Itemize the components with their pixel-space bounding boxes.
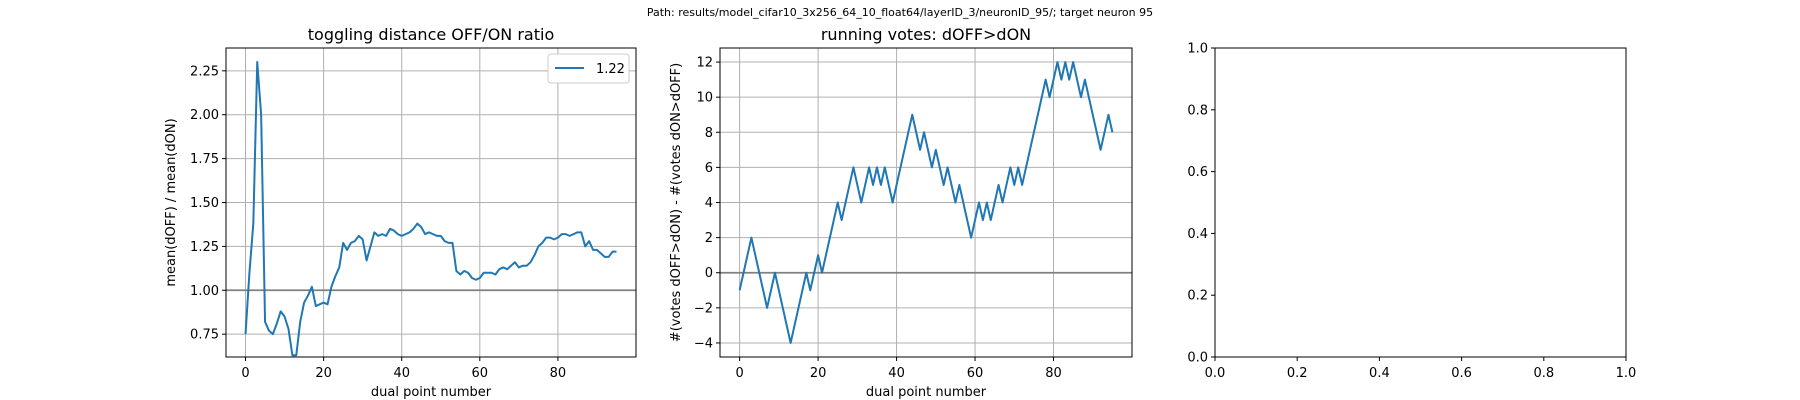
x-tick-label: 80: [1045, 366, 1062, 381]
series-line: [244, 61, 617, 357]
axes-votes-border: [719, 47, 1133, 358]
axes-ratio-ticks: 0 20 40 60 80 0.75 1.00 1.25 1.50 1.75 2.00 2.25: [190, 64, 566, 381]
y-tick-label: 12: [696, 56, 713, 71]
y-tick-label: 6: [705, 161, 713, 176]
series-line: [738, 61, 1114, 344]
legend-entry: 1.22: [596, 62, 625, 77]
x-tick-label: 60: [472, 366, 489, 381]
axes-empty: 0.0 0.2 0.4 0.6 0.8 1.0 0.0 0.2 0.4 0.6 0.8 1.0: [1187, 42, 1636, 382]
y-tick-label: 10: [696, 91, 713, 106]
legend: 1.22: [547, 53, 630, 84]
y-tick-label: −4: [694, 336, 713, 351]
axes-ratio-title: toggling distance OFF/ON ratio: [308, 25, 554, 44]
y-tick-label: 2.25: [190, 64, 219, 79]
x-tick-label: 0.8: [1533, 366, 1554, 381]
axes-votes-ticks: 0 20 40 60 80 −4 −2 0 2 4 6 8 10 12: [694, 56, 1062, 381]
x-tick-label: 0.6: [1451, 366, 1472, 381]
axes-ratio-grid: [226, 48, 636, 357]
x-tick-label: 60: [967, 366, 984, 381]
y-tick-label: 0.6: [1187, 165, 1208, 180]
axes-ratio-ylabel: mean(dOFF) / mean(dON): [164, 118, 179, 286]
y-tick-label: 1.0: [1187, 42, 1208, 57]
y-tick-label: 2: [705, 231, 713, 246]
y-tick-label: 0.75: [190, 328, 219, 343]
y-tick-label: 0.0: [1187, 351, 1208, 366]
axes-ratio-xlabel: dual point number: [371, 385, 492, 400]
x-tick-label: 40: [888, 366, 905, 381]
x-tick-label: 0.0: [1205, 366, 1226, 381]
x-tick-label: 1.0: [1616, 366, 1637, 381]
axes-votes-title: running votes: dOFF>dON: [821, 25, 1031, 44]
y-tick-label: 0: [705, 266, 713, 281]
axes-empty-frame: [1215, 48, 1626, 357]
x-tick-label: 0.2: [1287, 366, 1308, 381]
axes-ratio: 0 20 40 60 80 0.75 1.00 1.25 1.50 1.75 2.00 2.25 to…: [164, 25, 637, 400]
x-tick-label: 20: [315, 366, 332, 381]
axes-empty-border: [1214, 47, 1627, 358]
y-tick-label: 1.75: [190, 152, 219, 167]
y-tick-label: 1.00: [190, 284, 219, 299]
x-tick-label: 80: [550, 366, 567, 381]
axes-votes-xlabel: dual point number: [866, 385, 987, 400]
axes-ratio-plot: [226, 61, 636, 357]
y-tick-label: 4: [705, 196, 713, 211]
x-tick-label: 0: [735, 366, 743, 381]
x-tick-label: 0: [241, 366, 249, 381]
legend-box: [547, 53, 630, 84]
axes-empty-ticks: 0.0 0.2 0.4 0.6 0.8 1.0 0.0 0.2 0.4 0.6 0.8 1.0: [1187, 42, 1636, 382]
axes-ratio-border: [225, 47, 637, 358]
y-tick-label: 1.50: [190, 196, 219, 211]
y-tick-label: 2.00: [190, 108, 219, 123]
axes-votes-ylabel: #(votes dOFF>dON) - #(votes dON>dOFF): [669, 63, 684, 342]
x-tick-label: 0.4: [1369, 366, 1390, 381]
figure-suptitle: Path: results/model_cifar10_3x256_64_10_…: [647, 6, 1153, 19]
y-tick-label: 0.8: [1187, 103, 1208, 118]
y-tick-label: 0.4: [1187, 227, 1208, 242]
y-tick-label: 8: [705, 126, 713, 141]
axes-votes-plot: [720, 61, 1132, 344]
y-tick-label: 0.2: [1187, 289, 1208, 304]
y-tick-label: −2: [694, 301, 713, 316]
y-tick-label: 1.25: [190, 240, 219, 255]
axes-votes: 0 20 40 60 80 −4 −2 0 2 4 6 8 10 12 running votes: dO…: [669, 25, 1133, 400]
x-tick-label: 20: [810, 366, 827, 381]
x-tick-label: 40: [393, 366, 410, 381]
